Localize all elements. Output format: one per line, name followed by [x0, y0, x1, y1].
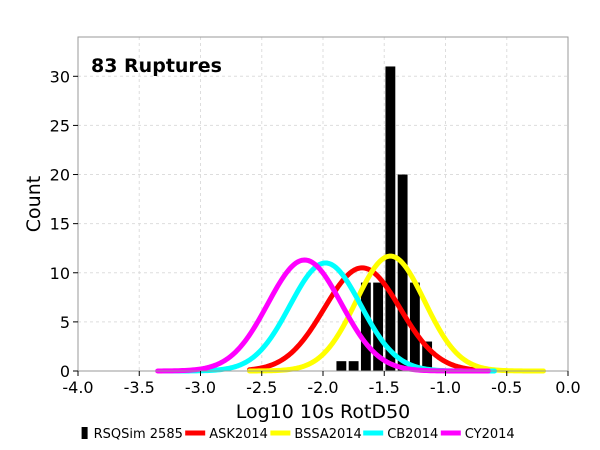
- histogram-bar: [422, 341, 433, 371]
- histogram-bar: [397, 174, 408, 371]
- annotation-text: 83 Ruptures: [91, 55, 222, 77]
- histogram-bar: [409, 282, 420, 371]
- legend-label-rsqsim-2585: RSQSim 2585: [94, 427, 183, 442]
- x-tick-label: -1.0: [430, 378, 461, 397]
- legend-label-cy2014: CY2014: [465, 427, 515, 442]
- y-tick-label: 20: [50, 166, 70, 185]
- legend-label-bssa2014: BSSA2014: [294, 427, 361, 442]
- histogram-bar: [373, 282, 384, 371]
- histogram-bars: [336, 66, 433, 372]
- x-tick-label: -0.5: [491, 378, 522, 397]
- y-tick-label: 0: [60, 362, 70, 381]
- legend-swatch-rsqsim-2585: [81, 427, 88, 439]
- x-axis-ticks: -4.0 -3.5 -3.0 -2.5 -2.0 -1.5 -1.0 -0.5 0.0: [62, 371, 581, 397]
- x-tick-label: -1.5: [369, 378, 400, 397]
- y-tick-label: 10: [50, 264, 70, 283]
- histogram-bar: [360, 282, 371, 371]
- x-tick-label: 0.0: [555, 378, 580, 397]
- y-axis-ticks: 0 5 10 15 20 25 30: [50, 67, 78, 381]
- histogram-bar: [348, 361, 359, 371]
- histogram-bar: [385, 66, 396, 372]
- x-tick-label: -2.5: [246, 378, 277, 397]
- legend: RSQSim 2585 ASK2014 BSSA2014 CB2014 CY2014: [81, 427, 515, 442]
- x-axis-title: Log10 10s RotD50: [236, 401, 411, 423]
- legend-label-cb2014: CB2014: [387, 427, 438, 442]
- x-tick-label: -3.5: [124, 378, 155, 397]
- legend-label-ask2014: ASK2014: [209, 427, 268, 442]
- x-tick-label: -2.0: [307, 378, 338, 397]
- y-tick-label: 30: [50, 67, 70, 86]
- histogram-bar: [336, 361, 347, 371]
- y-tick-label: 25: [50, 116, 70, 135]
- y-tick-label: 15: [50, 215, 70, 234]
- y-axis-title: Count: [23, 176, 45, 232]
- x-tick-label: -4.0: [62, 378, 93, 397]
- x-tick-label: -3.0: [185, 378, 216, 397]
- y-tick-label: 5: [60, 313, 70, 332]
